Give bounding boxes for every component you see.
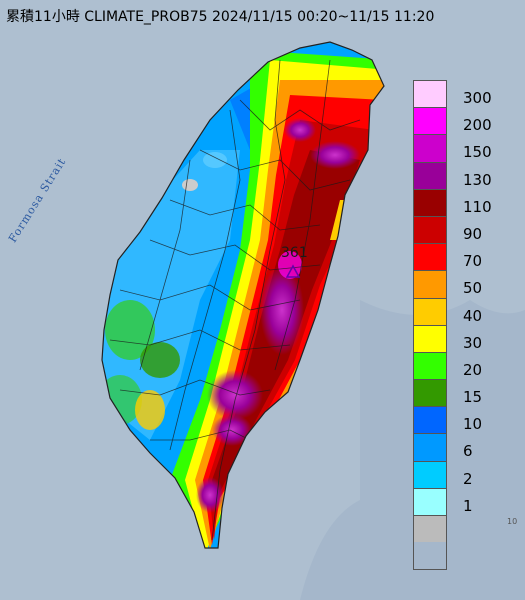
- legend-label: 40: [463, 306, 483, 325]
- legend-row: 1: [413, 487, 513, 515]
- legend-label: 110: [463, 197, 492, 216]
- legend-label: 6: [463, 442, 473, 461]
- legend-swatch: [413, 460, 447, 488]
- legend-row: 150: [413, 134, 513, 162]
- rainfall-legend: 300 200 150 130 110 90 70 50 40 30 20 15 10 6 2 1: [413, 80, 513, 543]
- legend-swatch: [413, 297, 447, 325]
- legend-label: 30: [463, 333, 483, 352]
- legend-label: 2: [463, 469, 473, 488]
- legend-swatch: [413, 161, 447, 189]
- legend-row: 40: [413, 297, 513, 325]
- legend-swatch: [413, 324, 447, 352]
- island-outline: [101, 41, 385, 549]
- legend-swatch: [413, 243, 447, 271]
- max-marker-icon: [285, 264, 301, 278]
- legend-label: 15: [463, 388, 483, 407]
- sea-shade: [300, 300, 525, 600]
- legend-swatch: [413, 351, 447, 380]
- legend-label: 1: [463, 496, 473, 515]
- legend-row: 10: [413, 406, 513, 434]
- legend-row: 20: [413, 351, 513, 380]
- legend-label: 70: [463, 252, 483, 271]
- legend-swatch: [413, 433, 447, 461]
- corner-label: 10: [507, 517, 518, 526]
- max-value-label: 361: [281, 245, 308, 261]
- legend-row: 70: [413, 243, 513, 271]
- legend-label: 200: [463, 116, 492, 135]
- legend-row: 300: [413, 80, 513, 108]
- legend-label: 300: [463, 89, 492, 107]
- legend-row: 200: [413, 107, 513, 135]
- legend-swatch: [413, 80, 447, 108]
- legend-swatch: [413, 515, 447, 543]
- legend-swatch: [413, 215, 447, 244]
- legend-swatch: [413, 487, 447, 515]
- legend-label: 130: [463, 170, 492, 189]
- legend-row: 6: [413, 433, 513, 461]
- legend-row: 50: [413, 270, 513, 298]
- legend-swatch: [413, 107, 447, 135]
- legend-label: 150: [463, 143, 492, 162]
- legend-row: 110: [413, 188, 513, 216]
- legend-label: 10: [463, 415, 483, 434]
- legend-label: 90: [463, 224, 483, 243]
- legend-row: 2: [413, 460, 513, 488]
- boundary-lines: [109, 59, 361, 541]
- legend-row: 30: [413, 324, 513, 352]
- legend-swatch: [413, 188, 447, 216]
- legend-row: 130: [413, 161, 513, 189]
- map-title: 累積11小時 CLIMATE_PROB75 2024/11/15 00:20~1…: [6, 9, 435, 25]
- legend-swatch: [413, 134, 447, 162]
- legend-swatch: [413, 379, 447, 407]
- legend-row: 15: [413, 379, 513, 407]
- legend-label: 20: [463, 360, 483, 379]
- legend-row: [413, 515, 513, 543]
- legend-swatch: [413, 406, 447, 434]
- legend-row: 90: [413, 215, 513, 244]
- legend-label: 50: [463, 279, 483, 298]
- legend-swatch: [413, 270, 447, 298]
